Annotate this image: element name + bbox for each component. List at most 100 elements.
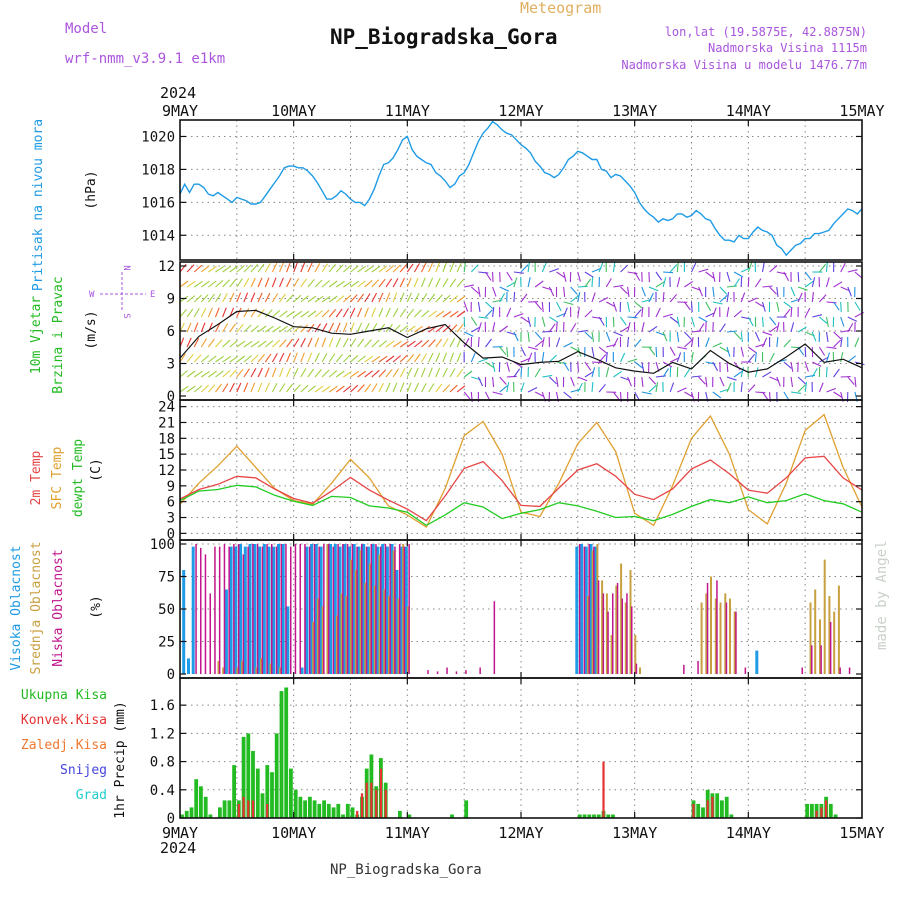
mid-cloud-bar [236,667,239,674]
conv-precip-bar [692,803,695,818]
wind-barb [676,331,680,342]
wind-barb [264,325,274,333]
wind-barb [236,324,244,333]
wind-barb [840,286,851,292]
y-tick-label: 18 [158,431,175,447]
total-precip-bar [208,814,213,818]
wind-barb [243,340,253,348]
total-precip-bar [298,796,303,818]
wind-barb [215,279,224,288]
low-cloud-bar [621,598,623,674]
temp-sfc-label: SFC Temp [50,447,65,510]
wind-barb [321,280,331,288]
low-cloud-bar [706,583,709,674]
low-cloud-bar [214,546,216,674]
wind-barb [478,271,489,274]
wind-barb [278,262,284,273]
year-bottom: 2024 [160,839,196,857]
wind-barb [243,278,250,288]
wind-barb [513,291,516,303]
mid-cloud-bar [591,550,594,674]
wind-barb [271,262,278,273]
wind-barb [612,316,615,328]
wind-barb [271,367,277,378]
total-precip-bar [715,793,720,818]
wind-barb [286,262,291,273]
wind-barb [229,292,235,303]
wind-barb [819,316,828,324]
mid-cloud-bar [700,602,703,674]
wind-barb [428,352,434,363]
wind-barb [662,361,673,368]
wind-barb [243,324,252,333]
wind-barb [698,376,706,385]
wind-barb [570,323,577,333]
wind-barb [761,316,764,328]
mid-cloud-bar [383,589,386,674]
wind-barb [549,376,557,385]
wind-barb [676,277,681,288]
wind-barb [200,384,209,393]
low-cloud-bar [256,544,259,674]
wind-barb [200,338,208,348]
mid-cloud-bar [837,585,840,674]
low-cloud-bar [323,544,325,674]
wind-barb [677,346,688,350]
wind-barb [392,308,399,318]
wind-barb [215,265,225,273]
wind-barb [236,292,242,303]
wind-barb [577,382,583,393]
wind-barb [328,295,338,303]
high-cloud-bar [366,546,370,674]
low-cloud-bar [829,622,832,674]
wind-barb [236,307,242,318]
wind-barb [179,280,189,288]
wind-barb [527,387,538,393]
wind-barb [740,382,743,393]
wind-barb [186,308,194,318]
wind-barb [300,262,306,273]
wind-barb [449,262,455,273]
wind-barb [648,271,650,283]
wind-barb [591,361,603,364]
wind-barb [804,271,812,281]
total-precip-bar [251,751,255,818]
wind-barb [634,309,642,318]
high-cloud-bar [243,546,247,674]
wind-barb [250,292,256,303]
wind-barb [605,278,612,288]
wind-barb [613,370,622,378]
low-cloud-bar [602,593,605,674]
mid-cloud-bar [269,663,272,674]
wind-barb [833,339,842,348]
wind-barb [563,307,568,318]
conv-precip-bar [825,800,828,818]
total-precip-bar [833,814,838,818]
high-cloud-bar [281,544,285,674]
wind-barb [747,262,753,273]
wind-barb [825,261,828,273]
wind-barb [378,355,388,363]
wind-barb [840,316,845,327]
low-cloud-bar [280,544,282,674]
high-cloud-bar [390,544,394,674]
wind-barb [513,271,524,274]
mid-cloud-bar [705,593,708,674]
wind-barb [371,339,380,348]
wind-barb [279,383,286,393]
mid-cloud-bar [605,593,608,674]
low-cloud-bar [204,554,207,674]
wind-barb [406,325,416,333]
mid-cloud-bar [388,596,390,674]
wind-barb [591,292,596,303]
wind-barb [421,353,428,363]
wind-barb [627,316,638,319]
y-tick-label: 1018 [141,162,175,178]
wind-barb [186,353,194,363]
wind-barb [506,346,509,358]
wind-barb [193,337,200,348]
wind-barb [279,293,286,303]
wind-barb [477,336,480,348]
wind-compass: N S W E [89,265,155,318]
temp-2m-line [179,455,863,522]
